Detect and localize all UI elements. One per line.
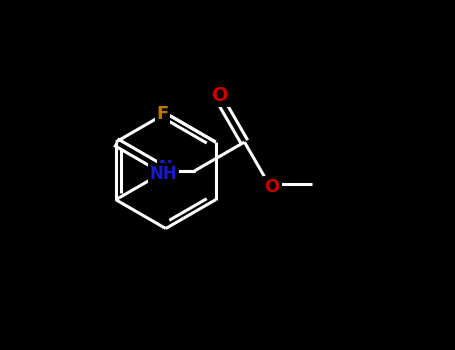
Text: O: O: [212, 86, 228, 105]
Text: F: F: [157, 105, 169, 123]
Text: O: O: [264, 177, 280, 196]
Text: NH: NH: [150, 165, 177, 183]
Text: N: N: [159, 159, 173, 177]
